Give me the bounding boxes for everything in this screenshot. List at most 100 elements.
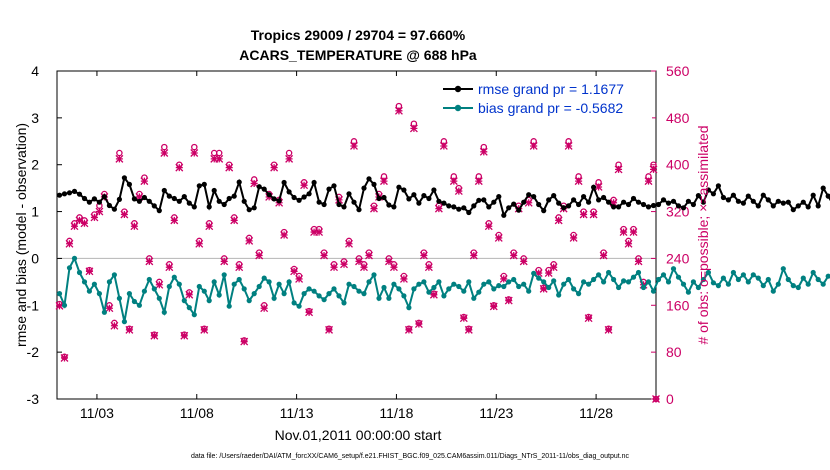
rmse-point [705,187,712,193]
bias-point [426,289,432,295]
obs-possible-marker [595,179,602,186]
obs-possible-marker [181,331,188,338]
obs-possible-marker [570,231,577,239]
y-right-tick-label: 80 [666,344,682,360]
obs-possible-marker [91,211,98,218]
rmse-point [526,192,532,198]
rmse-point [765,197,771,203]
rmse-point [621,199,627,205]
obs-possible-marker [71,220,78,227]
bias-point [136,302,142,308]
rmse-point [201,181,207,187]
obs-possible-marker [535,266,542,274]
bias-point [601,279,607,285]
obs-possible-marker [390,261,398,268]
bias-point [740,272,747,278]
rmse-point [366,176,372,182]
bias-series [56,255,830,325]
obs-assimilated-marker [180,331,189,340]
bias-point [381,284,387,291]
obs-assimilated-marker [414,320,423,328]
bias-point [436,279,442,285]
obs-possible-marker [580,208,587,215]
bias-point [521,281,527,287]
obs-possible-marker [215,149,223,157]
obs-possible-marker [495,231,503,239]
rmse-point [760,192,766,198]
rmse-point [446,203,452,209]
rmse-point [331,183,337,189]
rmse-point [640,201,647,208]
rmse-point [690,201,697,208]
bias-point [690,279,697,285]
rmse-point [471,203,477,209]
obs-possible-marker [395,102,403,110]
bias-point [401,293,407,299]
bias-point [416,281,422,287]
rmse-point [685,198,692,204]
bias-point [586,281,592,287]
bias-point [241,286,247,292]
obs-possible-marker [415,319,423,327]
rmse-point [336,201,342,208]
obs-possible-marker [650,161,657,168]
bias-point [516,283,522,290]
bias-point [106,279,112,285]
obs-assimilated-marker [60,354,69,362]
bias-point [151,286,157,292]
obs-possible-marker [325,325,333,332]
rmse-point [411,192,417,198]
obs-possible-marker [365,249,373,256]
rmse-point [521,199,527,205]
obs-possible-marker [86,266,93,274]
bias-point [181,298,187,304]
rmse-point [735,198,742,204]
bias-point [176,281,182,287]
obs-possible-marker [61,353,68,361]
obs-assimilated-marker [564,142,573,150]
obs-possible-marker [305,307,313,315]
bias-point [625,279,632,285]
bias-point [261,275,267,281]
bias-point [780,266,786,272]
bias-point [431,284,437,291]
obs-possible-marker [300,179,308,186]
bias-point [591,276,597,283]
rmse-point [156,208,162,214]
rmse-point [785,199,791,205]
bias-point [141,288,147,294]
y-axis-label-left: rmse and bias (model - observation) [13,123,29,347]
bias-point [765,276,771,283]
rmse-point [566,203,572,209]
x-ticks: 11/03 11/08 11/13 11/18 11/23 11/28 [80,71,613,421]
bias-point [760,283,766,289]
rmse-point [496,194,502,200]
rmse-point [266,192,272,198]
obs-assimilated-marker [190,149,199,157]
bias-point [461,288,467,294]
obs-possible-marker [645,173,652,180]
obs-possible-marker [196,237,203,245]
rmse-point [775,198,781,204]
obs-possible-marker [455,184,463,192]
y-axis-label-right: # of obs: o=possible; ×=assimilated [695,125,711,344]
bias-point [795,284,801,291]
bias-point [376,295,382,301]
bias-point [790,283,796,289]
rmse-point [461,205,467,211]
bias-point [655,276,662,283]
bias-point [336,293,342,299]
bias-point [246,298,252,304]
y-left-tick-label: 2 [31,157,39,173]
obs-possible-marker [161,143,168,151]
rmse-point [431,187,437,193]
rmse-point [391,204,397,210]
obs-possible-marker [545,266,552,274]
bias-point [206,298,212,304]
rmse-point [356,207,362,213]
bias-point [745,279,751,285]
bias-point [161,309,167,315]
bias-point [411,286,417,292]
obs-possible-marker [440,138,448,145]
